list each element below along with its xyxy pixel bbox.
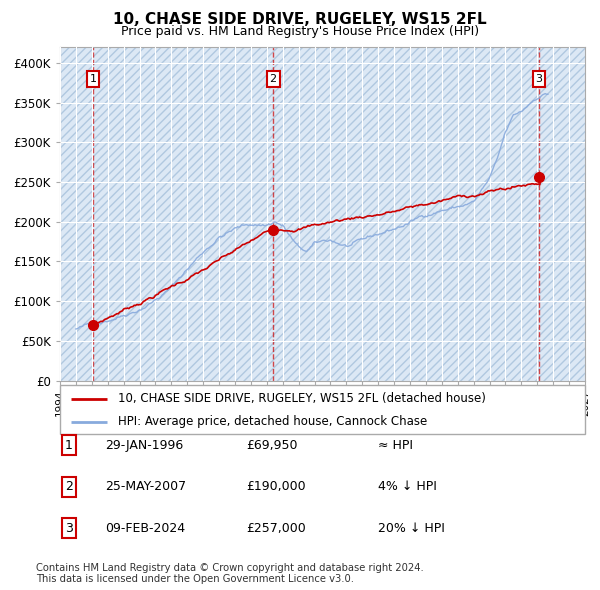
Text: £257,000: £257,000	[246, 522, 306, 535]
Text: 3: 3	[536, 74, 542, 84]
Text: 1: 1	[65, 439, 73, 452]
Text: Contains HM Land Registry data © Crown copyright and database right 2024.: Contains HM Land Registry data © Crown c…	[36, 563, 424, 573]
Text: 3: 3	[65, 522, 73, 535]
Text: 09-FEB-2024: 09-FEB-2024	[105, 522, 185, 535]
Text: 2: 2	[65, 480, 73, 493]
Text: This data is licensed under the Open Government Licence v3.0.: This data is licensed under the Open Gov…	[36, 574, 354, 584]
Text: 25-MAY-2007: 25-MAY-2007	[105, 480, 186, 493]
Text: Price paid vs. HM Land Registry's House Price Index (HPI): Price paid vs. HM Land Registry's House …	[121, 25, 479, 38]
Text: 20% ↓ HPI: 20% ↓ HPI	[378, 522, 445, 535]
Text: HPI: Average price, detached house, Cannock Chase: HPI: Average price, detached house, Cann…	[118, 415, 427, 428]
Text: ≈ HPI: ≈ HPI	[378, 439, 413, 452]
FancyBboxPatch shape	[60, 385, 585, 434]
Text: 1: 1	[89, 74, 97, 84]
Text: 10, CHASE SIDE DRIVE, RUGELEY, WS15 2FL: 10, CHASE SIDE DRIVE, RUGELEY, WS15 2FL	[113, 12, 487, 27]
Text: 10, CHASE SIDE DRIVE, RUGELEY, WS15 2FL (detached house): 10, CHASE SIDE DRIVE, RUGELEY, WS15 2FL …	[118, 392, 485, 405]
Text: £190,000: £190,000	[246, 480, 305, 493]
Text: 29-JAN-1996: 29-JAN-1996	[105, 439, 183, 452]
Text: 4% ↓ HPI: 4% ↓ HPI	[378, 480, 437, 493]
Text: 2: 2	[269, 74, 277, 84]
Text: £69,950: £69,950	[246, 439, 298, 452]
